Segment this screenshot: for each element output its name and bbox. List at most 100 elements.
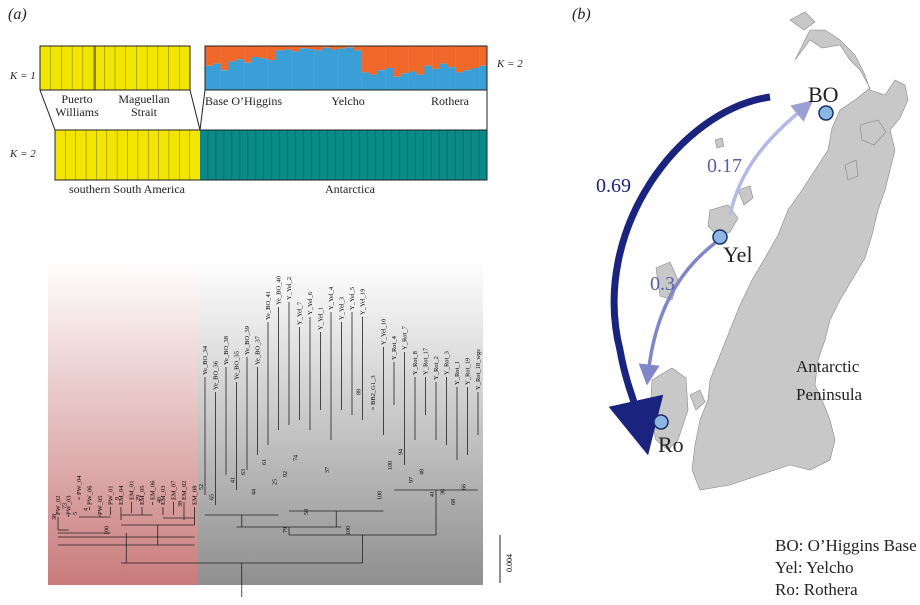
tree-tip-label: EM_07 <box>171 480 178 500</box>
structure-bar-blue <box>322 47 331 90</box>
legend-item-ro: Ro: Rothera <box>775 580 858 599</box>
tree-tip-label: PW_01 <box>108 486 115 506</box>
structure-bar-orange <box>408 46 417 72</box>
structure-bar-orange <box>244 46 253 63</box>
structure-bar-orange <box>385 46 394 68</box>
tree-support-value: 100 <box>105 526 111 535</box>
structure-bar-blue <box>361 72 370 90</box>
structure-bar-blue <box>291 51 300 90</box>
structure-bar-blue <box>244 62 253 90</box>
tree-tip-label: Ye_BO_40 <box>276 276 283 305</box>
group-label-base-ohiggins: Base O’Higgins <box>205 94 282 108</box>
tree-support-value: 37 <box>325 467 331 473</box>
tree-tip-label: Y_Yel_10 <box>381 319 388 345</box>
tree-support-value: 40 <box>157 497 163 503</box>
structure-bar-orange <box>369 46 378 75</box>
structure-bar-orange <box>479 46 488 66</box>
structure-bar-orange <box>236 46 245 60</box>
tree-support-value: 48 <box>420 469 426 475</box>
structure-bar-blue <box>455 72 464 90</box>
site-label-bo: BO <box>808 82 839 107</box>
structure-bar-blue <box>447 67 456 90</box>
clade-background-antarctica <box>198 260 483 585</box>
structure-bar-orange <box>361 46 370 73</box>
structure-bar-orange <box>424 46 433 66</box>
tree-tip-label: EM_02 <box>181 481 188 501</box>
tree-tip-label: EM_05 <box>139 486 146 506</box>
tree-tip-label: Y_Rot_18_wgs <box>475 349 482 390</box>
scale-bar-label: 0.004 <box>505 554 514 572</box>
antarctic-peninsula-map: 0.69 0.17 0.3 BO Yel Ro Antarctic Penins… <box>596 11 909 491</box>
tree-support-value: 38 <box>441 489 447 495</box>
structure-bar-blue <box>369 74 378 90</box>
tree-tip-label: Ye_BO_41 <box>265 291 272 320</box>
structure-bar-blue <box>353 50 362 90</box>
tree-tip-label: EM_08 <box>192 486 199 506</box>
map-legend: BO: O’Higgins Base Yel: Yelcho Ro: Rothe… <box>775 535 917 601</box>
panel-b-label: (b) <box>572 6 591 23</box>
legend-item-yel: Yel: Yelcho <box>775 558 854 577</box>
tree-branches <box>57 302 479 597</box>
group-label-puerto-williams: Puerto Williams <box>55 92 99 119</box>
structure-bar-blue <box>259 58 268 90</box>
structure-bar-blue <box>299 48 308 90</box>
structure-bar-orange <box>205 46 214 66</box>
tree-support-value: 100 <box>378 491 384 500</box>
tree-tip-label: Y_Rot_19 <box>465 358 472 385</box>
tree-tip-label: Y_Yel_5 <box>349 287 356 310</box>
tree-tip-label: PW_03 <box>66 496 73 516</box>
tree-tip-label: PW_02 <box>55 496 62 516</box>
tree-support-value: 73 <box>63 503 69 509</box>
structure-frame <box>54 129 488 181</box>
tree-tip-label: Y_Yel_1 <box>318 307 325 330</box>
tree-support-values: 38 73 5 4 9 29 40 38 100 52 65 41 63 44 61 25 92 74 37 88 50… <box>52 389 468 535</box>
tree-support-value: 38 <box>178 501 184 507</box>
structure-bar-orange <box>447 46 456 68</box>
tree-support-value: 66 <box>462 484 468 490</box>
structure-bar-blue <box>424 65 433 90</box>
tree-support-value: 44 <box>252 489 258 495</box>
structure-bar-blue <box>228 61 237 90</box>
connector-line <box>199 89 206 131</box>
site-label-ro: Ro <box>658 432 684 457</box>
tree-tip-label: Y_Yel_19 <box>360 289 367 315</box>
tree-tip-label: Y_Yel_6 <box>307 291 314 315</box>
k-label-top-right: K = 2 <box>497 58 523 70</box>
structure-all-k2 <box>54 129 488 181</box>
structure-bar-orange <box>440 46 449 64</box>
tree-support-value: 61 <box>262 459 268 465</box>
structure-bar-orange <box>220 46 229 71</box>
tree-support-value: 92 <box>283 471 289 477</box>
tree-tip-label: Y_Rot_3 <box>444 351 451 375</box>
tree-tip-label: Ye_BO_36 <box>213 360 220 390</box>
flow-arrow-yel-to-bo <box>728 100 814 216</box>
tree-tip-label: Y_Rot_17 <box>423 347 430 375</box>
tree-tip-label: Y_Yel_2 <box>286 277 293 300</box>
site-marker-ro <box>653 414 669 430</box>
group-label-antarctica: Antarctica <box>325 182 375 196</box>
region-label-antarctic: Antarctic <box>796 357 860 376</box>
connector-line <box>39 89 56 131</box>
structure-bar-orange <box>306 46 315 50</box>
structure-bar-orange <box>377 46 386 71</box>
structure-bar-blue <box>205 65 214 90</box>
structure-plot <box>39 45 488 181</box>
tree-support-value: 97 <box>409 477 415 483</box>
structure-bar-blue <box>432 68 441 90</box>
structure-bar-orange <box>322 46 331 48</box>
structure-bar-blue <box>212 63 221 90</box>
tree-support-value: 74 <box>294 455 300 461</box>
panel-a-label: (a) <box>8 6 27 23</box>
tree-tip-label: EM_04 <box>118 485 125 505</box>
tree-support-value: 9 <box>115 497 121 500</box>
tree-tip-label: Y_Yel_7 <box>297 301 304 325</box>
tree-tip-label: Ye_BO_34 <box>202 345 209 375</box>
structure-bar-blue <box>416 74 425 90</box>
tree-support-value: 38 <box>52 514 58 520</box>
tree-tip-label: EM_03 <box>160 486 167 506</box>
tree-tip-label: BB2_G1_3 <box>370 375 377 405</box>
tree-support-value: 41 <box>430 491 436 497</box>
tree-support-value: 100 <box>346 526 352 535</box>
tree-support-value: 94 <box>399 449 405 455</box>
structure-bar-blue <box>393 76 402 90</box>
